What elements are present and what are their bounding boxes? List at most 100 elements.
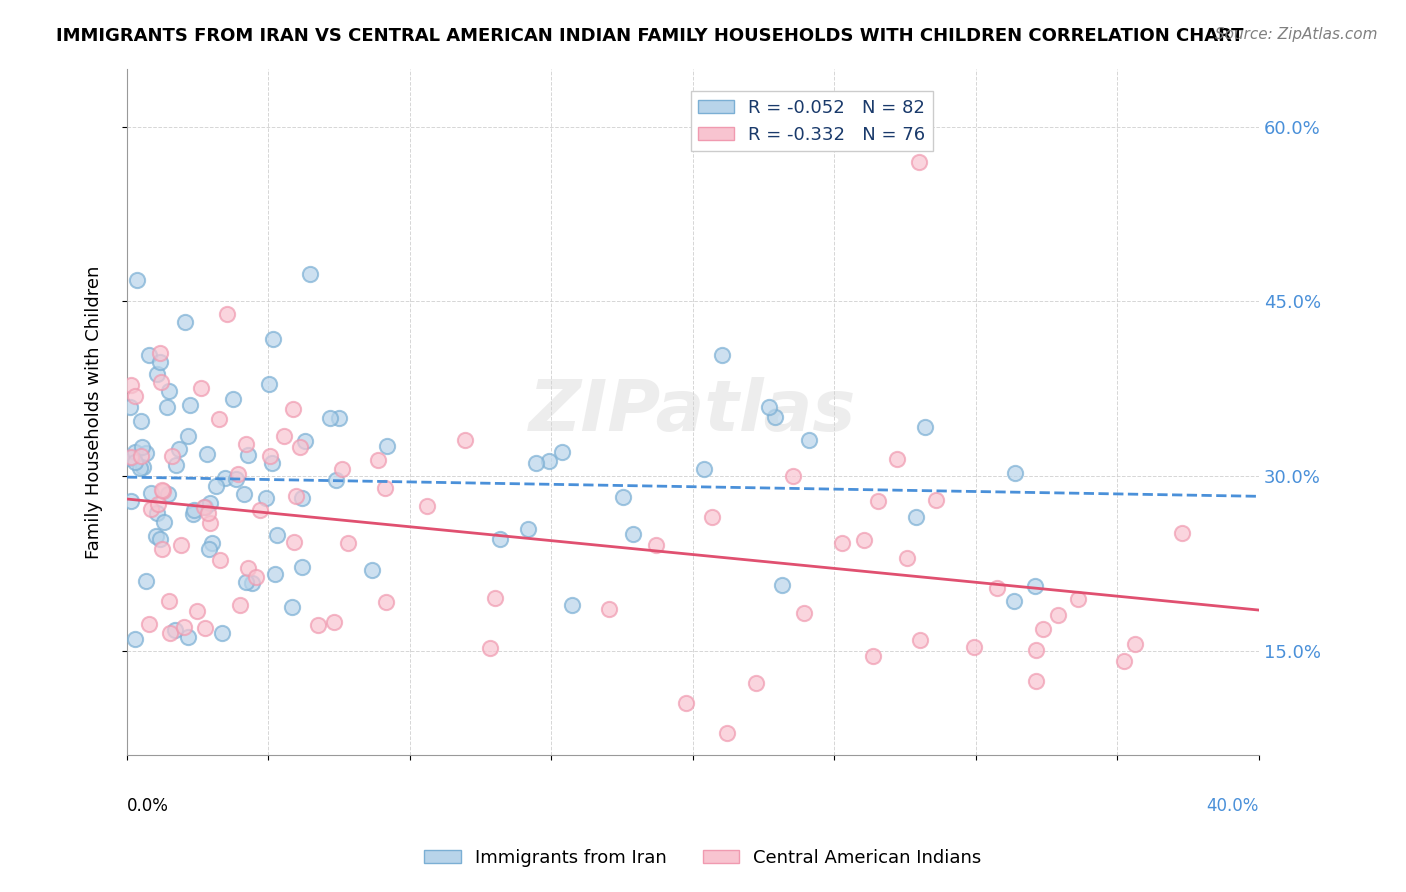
Point [165,623,187,637]
Point [262,456,284,470]
Point [367,452,389,467]
Point [146,497,169,511]
Point [170,538,193,552]
Text: IMMIGRANTS FROM IRAN VS CENTRAL AMERICAN INDIAN FAMILY HOUSEHOLDS WITH CHILDREN : IMMIGRANTS FROM IRAN VS CENTRAL AMERICAN… [56,27,1244,45]
Point [479,640,502,655]
Point [186,605,208,619]
Point [129,449,152,463]
Point [273,428,295,442]
Point [138,348,160,362]
Point [131,459,153,474]
Point [194,500,217,514]
Point [831,536,853,550]
Point [124,389,146,403]
Point [141,486,163,500]
Point [240,576,263,591]
Point [908,154,931,169]
Point [249,503,271,517]
Legend: Immigrants from Iran, Central American Indians: Immigrants from Iran, Central American I… [418,842,988,874]
Point [524,457,547,471]
Point [711,348,734,362]
Point [782,469,804,483]
Point [986,581,1008,595]
Point [852,533,875,547]
Point [758,401,780,415]
Point [118,400,141,414]
Point [886,452,908,467]
Point [266,527,288,541]
Point [190,381,212,395]
Point [149,355,172,369]
Point [167,442,190,456]
Point [323,615,346,630]
Point [148,532,170,546]
Point [165,458,187,472]
Point [197,542,219,557]
Point [716,726,738,740]
Text: 40.0%: 40.0% [1206,797,1258,814]
Point [159,626,181,640]
Point [1047,608,1070,623]
Point [214,471,236,485]
Point [745,675,768,690]
Point [120,377,142,392]
Point [118,451,141,466]
Point [155,401,177,415]
Point [233,486,256,500]
Point [925,492,948,507]
Point [914,420,936,434]
Point [152,515,174,529]
Point [152,484,174,499]
Point [254,491,277,506]
Point [208,412,231,426]
Point [416,499,439,513]
Point [160,449,183,463]
Y-axis label: Family Households with Children: Family Households with Children [86,265,103,558]
Point [325,473,347,487]
Point [235,574,257,589]
Point [765,410,787,425]
Point [150,483,173,497]
Point [120,450,142,464]
Point [1025,643,1047,657]
Point [1004,466,1026,480]
Point [245,570,267,584]
Point [963,640,986,655]
Point [862,649,884,664]
Point [146,507,169,521]
Point [211,626,233,640]
Point [131,440,153,454]
Point [484,591,506,605]
Point [157,594,180,608]
Point [127,273,149,287]
Point [179,398,201,412]
Point [374,594,396,608]
Point [149,346,172,360]
Point [797,434,820,448]
Point [284,489,307,503]
Point [235,436,257,450]
Point [222,392,245,407]
Point [1066,591,1088,606]
Point [375,439,398,453]
Point [257,377,280,392]
Point [229,598,252,612]
Point [644,538,666,552]
Point [1024,578,1046,592]
Point [141,501,163,516]
Point [181,507,204,521]
Point [374,481,396,495]
Point [283,402,305,417]
Point [283,535,305,549]
Point [1112,654,1135,668]
Point [1032,622,1054,636]
Point [193,500,215,515]
Point [262,333,284,347]
Point [173,620,195,634]
Point [138,616,160,631]
Point [124,445,146,459]
Point [361,563,384,577]
Point [228,467,250,481]
Point [129,414,152,428]
Point [150,541,173,556]
